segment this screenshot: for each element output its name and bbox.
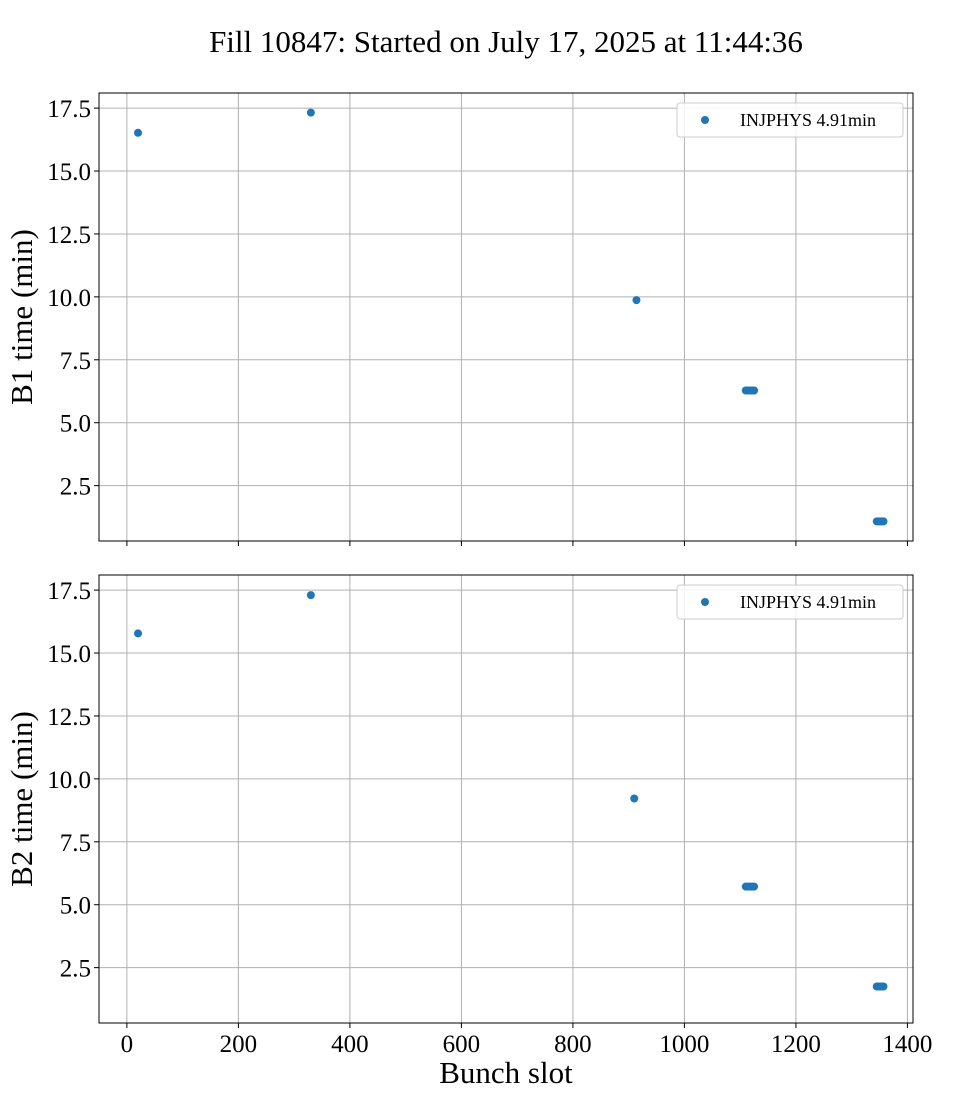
y-axis-label: B2 time (min) bbox=[4, 711, 39, 887]
data-point bbox=[632, 296, 641, 305]
y-tick-label: 17.5 bbox=[47, 96, 91, 123]
legend-label: INJPHYS 4.91min bbox=[740, 592, 876, 612]
x-tick-label: 1000 bbox=[659, 1031, 709, 1058]
legend-frame bbox=[676, 102, 904, 138]
panel-b2: 0 200 400 600 800 1000 1200 1400 2.5 5.0 7.5 10.0 12… bbox=[4, 574, 932, 1058]
x-tick-label: 400 bbox=[331, 1031, 369, 1058]
legend-marker bbox=[701, 598, 709, 606]
data-point bbox=[879, 517, 888, 526]
y-tick-label: 10.0 bbox=[47, 285, 91, 312]
legend-frame bbox=[676, 584, 904, 620]
legend: INJPHYS 4.91min bbox=[676, 584, 904, 620]
data-point bbox=[134, 629, 143, 638]
data-point bbox=[306, 591, 315, 600]
y-tick-label: 5.0 bbox=[60, 411, 91, 438]
y-axis-label: B1 time (min) bbox=[4, 229, 39, 405]
y-tick-label: 15.0 bbox=[47, 641, 91, 668]
x-tick-label: 1400 bbox=[882, 1031, 932, 1058]
y-tick-label: 7.5 bbox=[60, 348, 91, 375]
y-tick-label: 12.5 bbox=[47, 222, 91, 249]
data-point bbox=[750, 386, 759, 395]
plot-frame bbox=[98, 574, 914, 1024]
y-tick-label: 2.5 bbox=[60, 474, 91, 501]
y-tick-label: 2.5 bbox=[60, 956, 91, 983]
x-tick-label: 600 bbox=[443, 1031, 481, 1058]
data-point bbox=[630, 794, 639, 803]
data-point bbox=[750, 882, 759, 891]
panel-b1: 2.5 5.0 7.5 10.0 12.5 15.0 17.5 B1 time (min) IN… bbox=[4, 92, 914, 546]
x-tick-label: 0 bbox=[121, 1031, 134, 1058]
legend-marker bbox=[701, 116, 709, 124]
x-tick-label: 1200 bbox=[771, 1031, 821, 1058]
y-tick-label: 5.0 bbox=[60, 893, 91, 920]
data-point bbox=[306, 108, 315, 117]
x-axis-label: Bunch slot bbox=[439, 1055, 573, 1090]
y-tick-label: 17.5 bbox=[47, 578, 91, 605]
chart-title: Fill 10847: Started on July 17, 2025 at … bbox=[209, 24, 803, 59]
x-tick-label: 800 bbox=[554, 1031, 592, 1058]
y-tick-label: 15.0 bbox=[47, 159, 91, 186]
y-tick-label: 12.5 bbox=[47, 704, 91, 731]
data-point bbox=[134, 128, 143, 137]
plot-frame bbox=[98, 92, 914, 542]
y-tick-label: 10.0 bbox=[47, 767, 91, 794]
data-point bbox=[879, 982, 888, 991]
x-tick-label: 200 bbox=[220, 1031, 258, 1058]
legend-label: INJPHYS 4.91min bbox=[740, 110, 876, 130]
y-tick-label: 7.5 bbox=[60, 830, 91, 857]
legend: INJPHYS 4.91min bbox=[676, 102, 904, 138]
